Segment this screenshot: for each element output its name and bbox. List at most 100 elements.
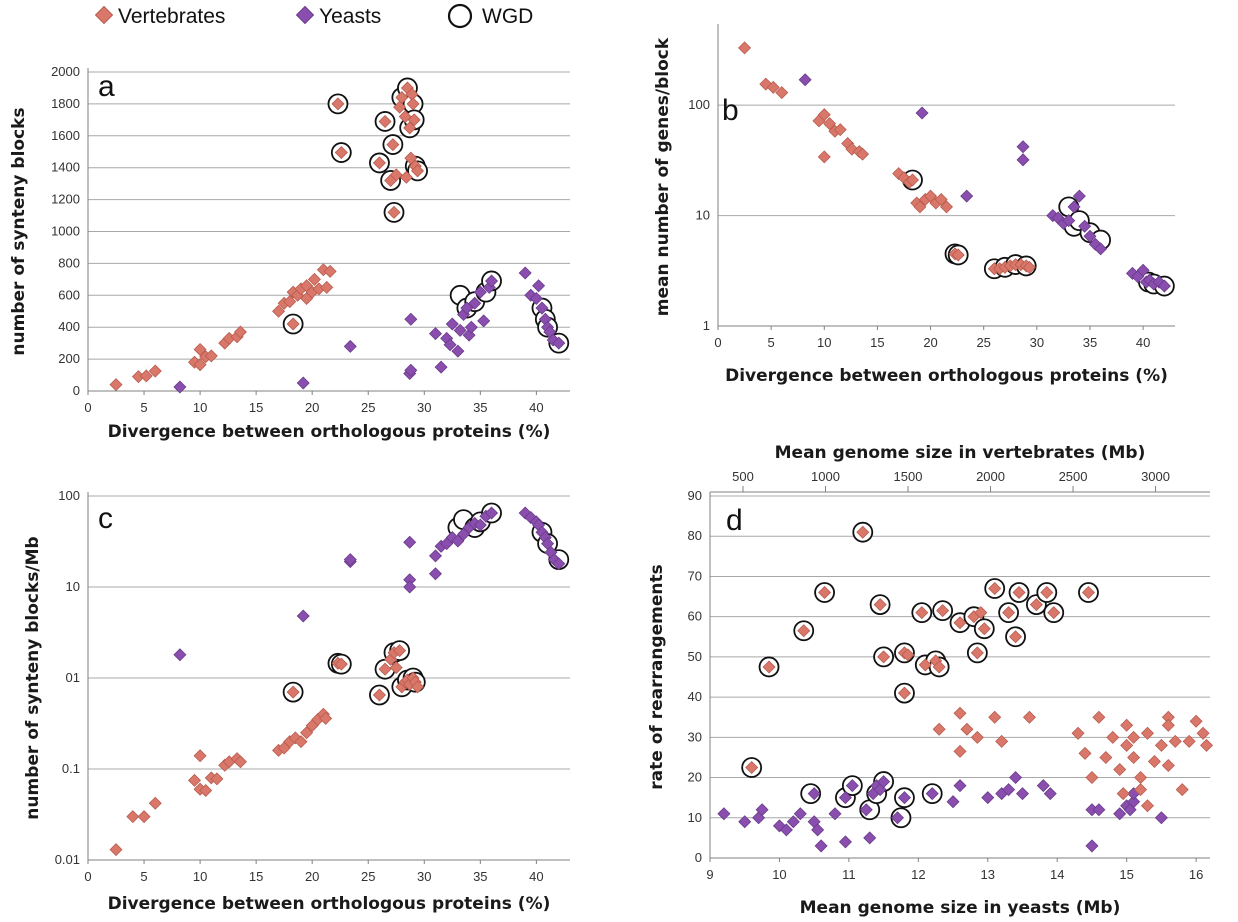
y-tick-label: 10 xyxy=(688,810,702,825)
vertebrate-point xyxy=(372,688,386,702)
y-tick-label: 2000 xyxy=(51,64,80,79)
vertebrate-point xyxy=(797,624,811,638)
vertebrate-point xyxy=(405,87,419,101)
yeast-point xyxy=(1062,214,1076,228)
panel-letter: a xyxy=(98,70,115,103)
x-tick-label: 30 xyxy=(1030,335,1044,350)
yeast-point xyxy=(473,285,487,299)
vertebrate-point xyxy=(951,248,965,262)
yeast-point xyxy=(443,338,457,352)
vertebrate-point xyxy=(1120,738,1134,752)
vertebrate-point xyxy=(1140,799,1155,813)
yeast-point xyxy=(451,344,465,358)
vertebrate-point xyxy=(378,114,392,128)
vertebrate-point xyxy=(974,606,988,620)
vertebrate-point xyxy=(1106,730,1120,744)
vertebrate-point xyxy=(915,606,929,620)
vertebrate-point xyxy=(1120,718,1134,732)
yeast-point xyxy=(1043,787,1057,801)
vertebrate-point xyxy=(393,100,407,114)
vertebrate-point xyxy=(148,364,162,378)
vertebrate-point xyxy=(300,726,314,740)
vertebrate-point xyxy=(126,810,140,824)
yeast-point xyxy=(838,791,852,805)
vertebrate-point xyxy=(1092,710,1106,724)
vertebrate-point xyxy=(1078,746,1092,760)
yeast-point xyxy=(1157,279,1171,293)
yeast-point xyxy=(173,648,187,662)
vertebrate-point xyxy=(272,304,286,318)
vertebrate-point xyxy=(818,586,832,600)
vertebrate-point xyxy=(320,280,334,294)
yeast-point xyxy=(1015,787,1030,801)
x-tick-label: 13 xyxy=(981,867,995,882)
yeast-point xyxy=(1136,263,1150,277)
x-tick-label: 30 xyxy=(417,400,431,415)
legend-label-wgd: WGD xyxy=(482,5,533,28)
vertebrate-point xyxy=(372,156,386,170)
panel-letter: d xyxy=(726,504,743,537)
yeast-point xyxy=(1092,803,1106,817)
y-tick-label: 100 xyxy=(688,97,710,112)
yeast-point xyxy=(890,811,905,825)
x-tick-label: 15 xyxy=(870,335,884,350)
vertebrate-point xyxy=(1022,260,1036,274)
yeast-point xyxy=(428,327,442,341)
panel-a: 0 200 400 600 800 1000 1200 1400 1600 1800 2000 0 5 1… xyxy=(9,64,570,442)
yeast-point xyxy=(428,549,442,563)
vertebrate-point xyxy=(1002,606,1016,620)
yeast-point xyxy=(811,823,825,837)
y-tick-label: 10 xyxy=(696,208,710,223)
yeast-point xyxy=(915,106,929,120)
x-tick-label: 35 xyxy=(1083,335,1097,350)
yeast-point xyxy=(404,363,418,377)
vertebrate-point xyxy=(970,730,984,744)
vertebrate-point xyxy=(1196,726,1210,740)
yeast-point xyxy=(404,312,418,326)
y-tick-label: 1000 xyxy=(51,224,80,239)
x2-axis-label: Mean genome size in vertebrates (Mb) xyxy=(775,443,1146,463)
y-tick-label: 0 xyxy=(73,383,80,398)
vertebrate-point xyxy=(1161,758,1175,772)
vertebrate-point xyxy=(294,735,308,749)
vertebrate-point xyxy=(1127,730,1141,744)
vertebrate-point xyxy=(932,722,946,736)
y-tick-label: 60 xyxy=(688,609,702,624)
yeast-point xyxy=(1009,771,1023,785)
yeast-point xyxy=(1094,242,1108,256)
vertebrate-point xyxy=(1009,630,1023,644)
vertebrate-point xyxy=(775,86,789,100)
yeast-point xyxy=(1002,783,1016,797)
yeast-point xyxy=(779,823,793,837)
x-tick-label: 20 xyxy=(305,869,319,884)
y-axis-label: number of synteny blocks xyxy=(9,107,29,355)
yeast-point xyxy=(838,835,852,849)
yeast-point xyxy=(946,795,960,809)
vertebrate-point xyxy=(283,295,297,309)
yeast-point xyxy=(535,301,549,315)
yeast-point xyxy=(981,791,995,805)
x-tick-label: 35 xyxy=(473,869,487,884)
x-tick-label: 0 xyxy=(84,400,91,415)
vertebrate-point xyxy=(1029,598,1043,612)
vertebrate-point xyxy=(817,150,831,164)
vertebrate-point xyxy=(404,151,418,165)
x-tick-label: 25 xyxy=(361,869,375,884)
vertebrate-point xyxy=(766,80,780,94)
panel-b: 1 10 100 0 5 10 15 20 25 30 35 40 Divergence between… xyxy=(653,24,1175,386)
vertebrate-point xyxy=(109,378,123,392)
vertebrate-point xyxy=(399,170,413,184)
yeast-point xyxy=(1067,200,1081,214)
yeast-point xyxy=(1036,779,1050,793)
x-tick-label: 5 xyxy=(768,335,775,350)
panel-d: 0 10 20 30 40 50 60 70 80 90 9 10 11 12 13 14 15 16 500 100… xyxy=(647,443,1214,918)
vertebrate-point xyxy=(319,711,333,725)
yeast-point xyxy=(755,803,769,817)
yeast-point xyxy=(532,279,546,293)
vertebrate-point xyxy=(1189,714,1203,728)
x-tick-label: 40 xyxy=(529,869,543,884)
yeast-point xyxy=(897,791,911,805)
vertebrate-point xyxy=(204,349,218,363)
vertebrate-point xyxy=(233,755,247,769)
yeast-point xyxy=(434,360,448,374)
